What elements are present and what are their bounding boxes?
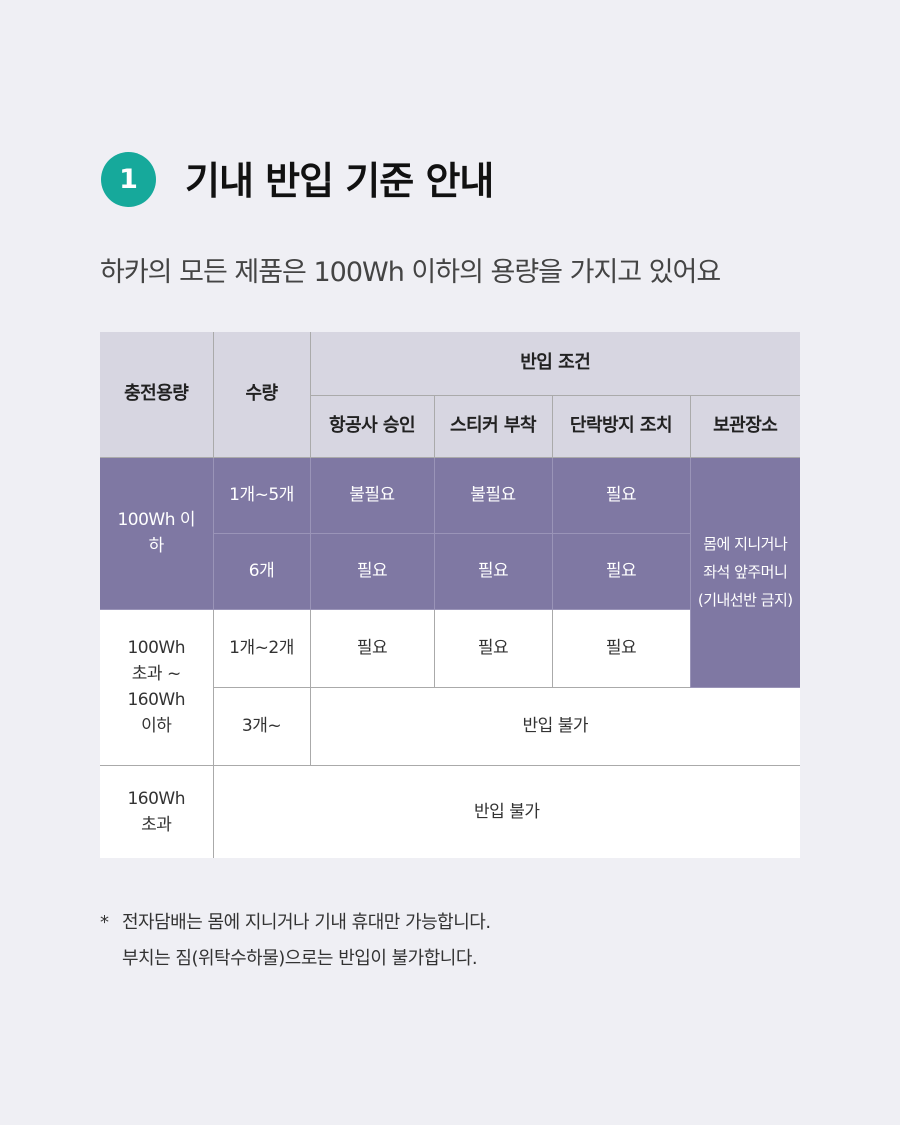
cell-result: 반입 불가 — [212, 764, 801, 858]
cell-result: 반입 불가 — [309, 686, 801, 766]
table-row: 100Wh 이하 1개~5개 불필요 불필요 필요 몸에 지니거나 좌석 앞주머… — [100, 456, 801, 688]
cell-capacity: 100Wh 이하 — [100, 456, 214, 610]
header-short: 단락방지 조치 — [551, 394, 691, 458]
header-approval: 항공사 승인 — [310, 394, 435, 458]
footnote-line: 전자담배는 몸에 지니거나 기내 휴대만 가능합니다. — [122, 912, 491, 933]
cell-short: 필요 — [551, 608, 690, 688]
cell-qty: 1개~2개 — [212, 608, 311, 688]
cell-capacity: 100Wh 초과 ~ 160Wh 이하 — [100, 608, 214, 766]
cell-approval: 불필요 — [309, 456, 435, 534]
cell-short: 필요 — [551, 456, 691, 534]
cell-sticker: 필요 — [433, 532, 553, 610]
subtitle: 하카의 모든 제품은 100Wh 이하의 용량을 가지고 있어요 — [100, 257, 721, 288]
footnote-line: 부치는 짐(위탁수하물)으로는 반입이 불가합니다. — [122, 948, 478, 969]
step-badge: 1 — [101, 152, 156, 207]
asterisk: * — [100, 912, 109, 933]
cell-qty: 1개~5개 — [212, 456, 311, 534]
header-quantity: 수량 — [212, 332, 311, 458]
carry-on-table: 충전용량 수량 반입 조건 항공사 승인 스티커 부착 단락방지 조치 보관장소… — [100, 332, 801, 858]
table-row: 100Wh 초과 ~ 160Wh 이하 1개~2개 필요 필요 필요 — [100, 608, 800, 766]
cell-qty: 6개 — [213, 532, 311, 610]
footnote: * 전자담배는 몸에 지니거나 기내 휴대만 가능합니다. 부치는 짐(위탁수하… — [100, 905, 491, 977]
cell-short: 필요 — [551, 532, 690, 610]
header-capacity: 충전용량 — [100, 332, 214, 458]
cell-capacity: 160Wh 초과 — [100, 764, 214, 858]
header-sticker: 스티커 부착 — [433, 394, 553, 458]
page-title: 기내 반입 기준 안내 — [185, 159, 494, 203]
header-conditions: 반입 조건 — [309, 332, 801, 396]
table-row: 160Wh 초과 반입 불가 — [100, 764, 801, 858]
cell-approval: 필요 — [309, 532, 435, 610]
cell-qty: 3개~ — [213, 686, 311, 766]
cell-storage: 몸에 지니거나 좌석 앞주머니 (기내선반 금지) — [689, 456, 801, 688]
header-storage: 보관장소 — [689, 394, 801, 458]
cell-sticker: 불필요 — [433, 456, 553, 534]
cell-sticker: 필요 — [433, 608, 553, 688]
table-row: 3개~ 반입 불가 — [100, 686, 801, 766]
cell-approval: 필요 — [309, 608, 435, 688]
